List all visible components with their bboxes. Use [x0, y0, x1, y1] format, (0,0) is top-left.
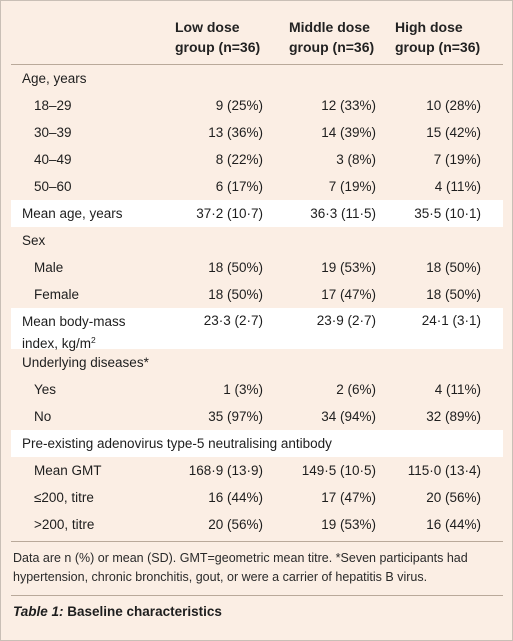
column-header-middle-dose: Middle dose group (n=36)	[289, 17, 374, 57]
row-label: ≤200, titre	[34, 490, 94, 505]
row-label: Female	[34, 287, 80, 302]
cell-high-dose: 4 (11%)	[434, 179, 481, 194]
row-label: No	[34, 409, 52, 424]
table-header: Low dose group (n=36) Middle dose group …	[11, 7, 503, 65]
cell-high-dose: 20 (56%)	[426, 490, 481, 505]
cell-low-dose: 23·3 (2·7)	[203, 313, 263, 328]
table-footnote: Data are n (%) or mean (SD). GMT=geometr…	[13, 551, 468, 584]
cell-high-dose: 35·5 (10·1)	[414, 206, 481, 221]
row-label: 40–49	[34, 152, 72, 167]
cell-middle-dose: 34 (94%)	[321, 409, 376, 424]
cell-low-dose: 9 (25%)	[215, 98, 263, 113]
cell-low-dose: 6 (17%)	[215, 179, 263, 194]
column-header-line: group (n=36)	[289, 39, 375, 55]
cell-high-dose: 18 (50%)	[426, 260, 481, 275]
row-label: Sex	[22, 233, 46, 248]
cell-low-dose: 37·2 (10·7)	[196, 206, 263, 221]
cell-middle-dose: 3 (8%)	[336, 152, 376, 167]
row-label: Male	[34, 260, 64, 275]
cell-high-dose: 24·1 (3·1)	[421, 313, 481, 328]
cell-middle-dose: 7 (19%)	[328, 179, 376, 194]
cell-middle-dose: 17 (47%)	[321, 490, 376, 505]
cell-low-dose: 1 (3%)	[223, 382, 263, 397]
cell-middle-dose: 2 (6%)	[336, 382, 376, 397]
cell-middle-dose: 23·9 (2·7)	[316, 313, 376, 328]
caption-label: Table 1:	[13, 604, 64, 619]
table-row-mean-age: Mean age, years 37·2 (10·7) 36·3 (11·5) …	[11, 200, 503, 227]
table-row: >200, titre 20 (56%) 19 (53%) 16 (44%)	[11, 511, 503, 538]
cell-middle-dose: 149·5 (10·5)	[301, 463, 376, 478]
cell-high-dose: 10 (28%)	[426, 98, 481, 113]
table-row: Female 18 (50%) 17 (47%) 18 (50%)	[11, 281, 503, 308]
column-header-line: group (n=36)	[175, 39, 261, 55]
table-row: ≤200, titre 16 (44%) 17 (47%) 20 (56%)	[11, 484, 503, 511]
row-label: Yes	[34, 382, 57, 397]
row-label: 50–60	[34, 179, 72, 194]
superscript: 2	[91, 335, 96, 345]
baseline-table: Low dose group (n=36) Middle dose group …	[11, 7, 503, 619]
cell-high-dose: 18 (50%)	[426, 287, 481, 302]
row-label-text: Mean body-mass index, kg/m	[22, 314, 126, 351]
cell-low-dose: 13 (36%)	[208, 125, 263, 140]
cell-middle-dose: 19 (53%)	[321, 260, 376, 275]
caption-rule	[11, 595, 503, 596]
caption-text: Baseline characteristics	[63, 604, 222, 619]
table-row: 40–49 8 (22%) 3 (8%) 7 (19%)	[11, 146, 503, 173]
cell-middle-dose: 14 (39%)	[321, 125, 376, 140]
cell-low-dose: 8 (22%)	[215, 152, 263, 167]
cell-high-dose: 32 (89%)	[426, 409, 481, 424]
row-label: >200, titre	[34, 517, 95, 532]
column-header-low-dose: Low dose group (n=36)	[175, 17, 260, 57]
table-row: 18–29 9 (25%) 12 (33%) 10 (28%)	[11, 92, 503, 119]
table-row: Mean GMT 168·9 (13·9) 149·5 (10·5) 115·0…	[11, 457, 503, 484]
row-label: Age, years	[22, 71, 87, 86]
row-label: Mean GMT	[34, 463, 102, 478]
cell-middle-dose: 17 (47%)	[321, 287, 376, 302]
cell-low-dose: 18 (50%)	[208, 260, 263, 275]
table-row: 50–60 6 (17%) 7 (19%) 4 (11%)	[11, 173, 503, 200]
cell-middle-dose: 12 (33%)	[321, 98, 376, 113]
table-row: No 35 (97%) 34 (94%) 32 (89%)	[11, 403, 503, 430]
cell-low-dose: 16 (44%)	[208, 490, 263, 505]
table-row-antibody-section: Pre-existing adenovirus type-5 neutralis…	[11, 430, 503, 457]
cell-low-dose: 35 (97%)	[208, 409, 263, 424]
cell-low-dose: 18 (50%)	[208, 287, 263, 302]
cell-middle-dose: 36·3 (11·5)	[310, 206, 376, 221]
row-label: 18–29	[34, 98, 72, 113]
row-label: 30–39	[34, 125, 72, 140]
table-caption: Table 1: Baseline characteristics	[11, 596, 503, 619]
row-label: Pre-existing adenovirus type-5 neutralis…	[22, 436, 332, 451]
cell-high-dose: 15 (42%)	[426, 125, 481, 140]
cell-high-dose: 115·0 (13·4)	[407, 463, 481, 478]
column-header-line: High dose	[395, 19, 463, 35]
column-header-line: group (n=36)	[395, 39, 481, 55]
cell-high-dose: 4 (11%)	[434, 382, 481, 397]
row-label: Underlying diseases*	[22, 355, 149, 370]
column-header-line: Low dose	[175, 19, 240, 35]
row-label: Mean body-mass index, kg/m2	[22, 313, 152, 353]
table-row: 30–39 13 (36%) 14 (39%) 15 (42%)	[11, 119, 503, 146]
cell-high-dose: 7 (19%)	[433, 152, 481, 167]
column-header-high-dose: High dose group (n=36)	[395, 17, 480, 57]
row-label: Mean age, years	[22, 206, 123, 221]
table-row: Male 18 (50%) 19 (53%) 18 (50%)	[11, 254, 503, 281]
table-row-underlying-diseases-section: Underlying diseases*	[11, 349, 503, 376]
table-row-age-section: Age, years	[11, 65, 503, 92]
column-header-line: Middle dose	[289, 19, 370, 35]
cell-middle-dose: 19 (53%)	[321, 517, 376, 532]
table-row-sex-section: Sex	[11, 227, 503, 254]
cell-low-dose: 20 (56%)	[208, 517, 263, 532]
cell-low-dose: 168·9 (13·9)	[188, 463, 263, 478]
table-row: Yes 1 (3%) 2 (6%) 4 (11%)	[11, 376, 503, 403]
cell-high-dose: 16 (44%)	[426, 517, 481, 532]
table-row-mean-bmi: Mean body-mass index, kg/m2 23·3 (2·7) 2…	[11, 308, 503, 351]
table-bottom-rule	[11, 541, 503, 542]
